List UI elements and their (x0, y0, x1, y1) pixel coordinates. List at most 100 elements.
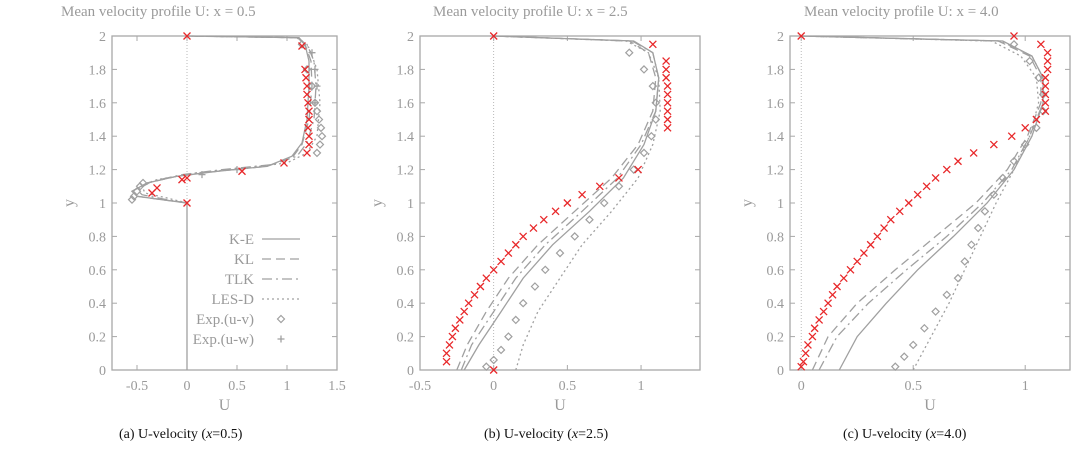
data-point (880, 224, 889, 233)
data-point (489, 32, 498, 40)
data-point (942, 165, 951, 174)
caption-b-var: x (571, 427, 579, 442)
y-tick-label: 1.6 (397, 97, 415, 112)
y-tick-label: 1.8 (397, 63, 415, 78)
data-point (953, 273, 963, 283)
data-point (624, 48, 634, 58)
data-point (599, 198, 609, 208)
chart-panel-2: 0 0.2 0.4 0.6 0.8 1 1.2 1.4 1.6 1.8 2 0 0.5 1 Uy (739, 30, 1071, 414)
data-point (555, 248, 565, 258)
x-axis-label: U (219, 397, 231, 414)
series-line (801, 35, 1040, 371)
data-point (1038, 90, 1048, 99)
data-point (530, 282, 540, 291)
y-tick-label: 2 (777, 30, 784, 45)
data-point (489, 355, 499, 365)
caption-c-suffix: =4.0) (936, 427, 967, 442)
data-point (1032, 115, 1041, 124)
data-point (998, 173, 1008, 183)
data-point (873, 232, 882, 241)
series-les-d (141, 35, 321, 204)
data-point (518, 298, 528, 308)
data-point (639, 65, 649, 74)
y-tick-label: 1 (407, 197, 414, 212)
data-point (511, 240, 520, 249)
series-line (135, 35, 317, 204)
data-point (460, 307, 469, 316)
data-point (578, 190, 587, 199)
series-highlight-crosses (797, 32, 1052, 371)
data-point (920, 323, 929, 333)
data-point (570, 232, 580, 241)
x-tick-label: 0 (798, 379, 805, 394)
data-point (489, 366, 498, 374)
data-point (662, 65, 671, 74)
series-line (460, 35, 660, 371)
series-line (493, 35, 661, 371)
data-point (563, 199, 572, 207)
chart-panel-1: 00.20.40.60.811.21.41.61.82-0.5 0 0.5 1Uy (369, 30, 701, 414)
data-point (833, 282, 841, 291)
data-point (954, 157, 962, 166)
data-point (908, 340, 918, 350)
y-tick-label: 0.4 (89, 297, 107, 312)
data-point (614, 181, 624, 191)
data-point (551, 207, 560, 216)
data-point (980, 207, 990, 216)
x-tick-label: 0.5 (228, 379, 246, 394)
data-point (828, 290, 837, 299)
data-point (648, 81, 658, 91)
data-point (317, 131, 327, 141)
legend-label: Exp.(u-w) (193, 332, 254, 348)
x-tick-label: 0.5 (559, 379, 577, 394)
caption-a-var: x (206, 427, 213, 442)
data-point (663, 98, 672, 107)
data-point (308, 49, 316, 57)
data-point (198, 171, 206, 179)
data-point (989, 140, 998, 149)
data-point (307, 81, 317, 91)
series-line (801, 35, 1042, 371)
data-point (886, 215, 895, 224)
data-point (481, 362, 491, 372)
data-point (846, 265, 855, 274)
data-point (303, 148, 311, 157)
data-point (496, 345, 506, 355)
y-tick-label: 1.8 (767, 63, 785, 78)
legend-label: LES-D (212, 292, 255, 308)
data-point (442, 349, 451, 358)
data-point (967, 240, 976, 250)
y-tick-label: 0.2 (767, 331, 785, 346)
data-point (489, 265, 498, 274)
data-point (647, 131, 656, 141)
series-tlk (135, 35, 317, 204)
data-point (183, 32, 191, 40)
data-point (614, 173, 623, 182)
series-highlight-crosses (148, 32, 313, 207)
y-tick-label: 1 (99, 197, 106, 212)
data-point (464, 299, 473, 308)
data-point (313, 82, 321, 90)
data-point (311, 99, 319, 107)
y-tick-label: 0.8 (767, 230, 785, 245)
series-les-d (801, 35, 1040, 371)
data-point (178, 175, 186, 184)
legend-label: Exp.(u-v) (196, 312, 254, 328)
data-point (648, 40, 657, 49)
legend-item: KL (234, 252, 300, 268)
caption-c-prefix: (c) U-velocity ( (843, 427, 931, 442)
series-line (801, 35, 1044, 371)
data-point (1036, 40, 1045, 49)
y-tick-label: 1.6 (767, 97, 785, 112)
data-point (233, 166, 241, 174)
data-point (312, 106, 322, 116)
data-point (969, 148, 978, 157)
data-point (890, 362, 900, 372)
series-line (141, 35, 321, 204)
data-point (504, 332, 513, 341)
x-tick-label: 1.5 (328, 379, 346, 394)
x-tick-label: 1 (638, 379, 645, 394)
data-point (819, 307, 828, 316)
y-tick-label: 0.6 (89, 264, 107, 279)
data-point (1041, 107, 1050, 116)
